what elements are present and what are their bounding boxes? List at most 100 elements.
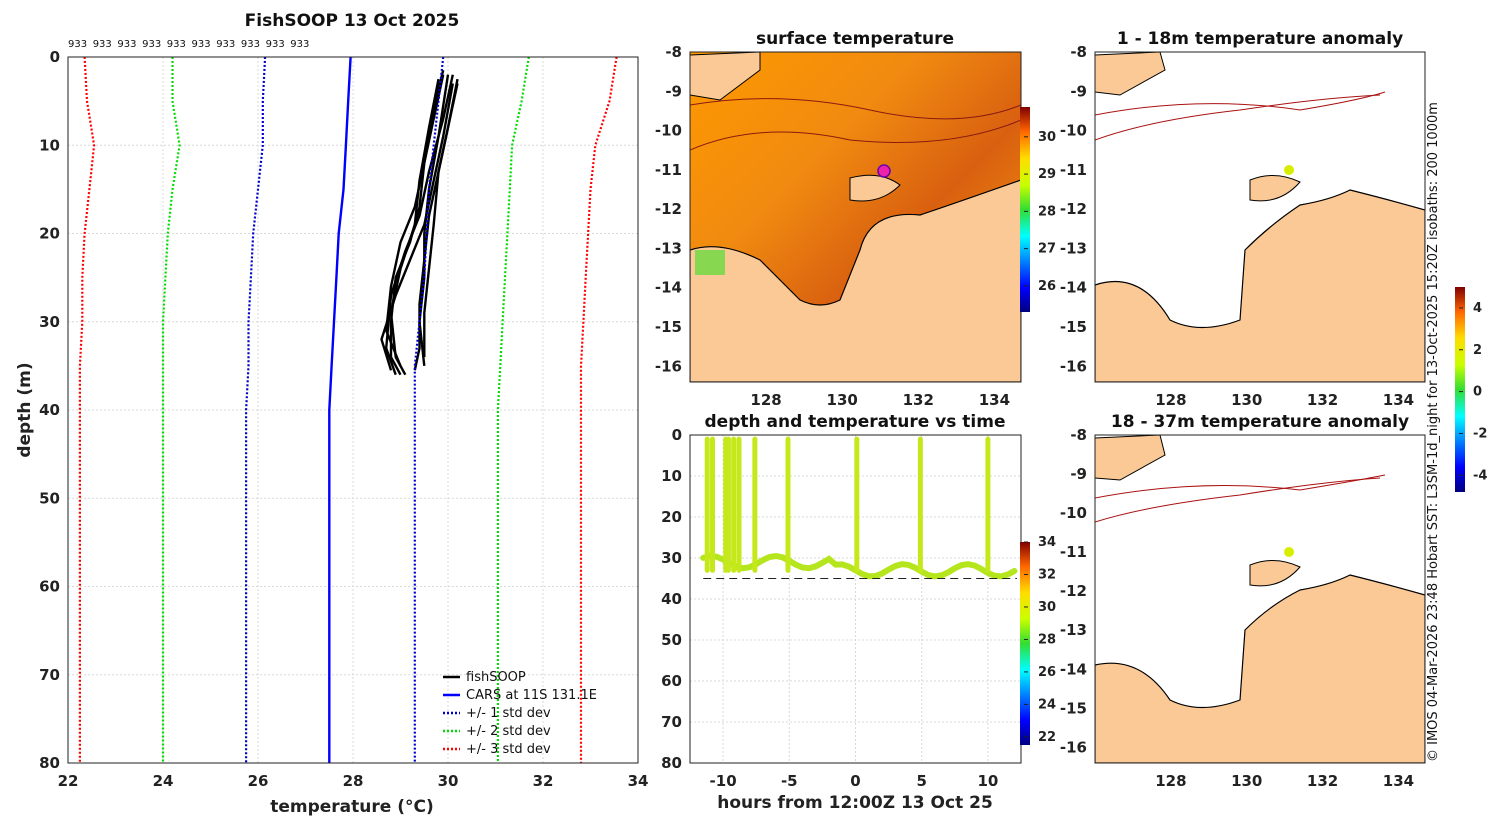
colorbar-label: 26 <box>1038 665 1056 680</box>
ship-position-marker <box>877 164 891 178</box>
sst-map-panel: surface temperature 128 130 132 134 -8 -9 -10… <box>655 29 1056 409</box>
profile-legend: fishSOOP CARS at 11S 131.1E +/- 1 std dev +… <box>443 670 597 757</box>
anomaly-points <box>1284 165 1294 175</box>
colorbar-label: 4 <box>1473 301 1482 316</box>
profile-ylabel: depth (m) <box>15 362 35 457</box>
cast-id-label: 933 <box>241 39 260 50</box>
xtick-label: 0 <box>850 772 860 790</box>
xtick-label: -5 <box>781 772 798 790</box>
ytick-label: -11 <box>1060 161 1087 179</box>
anomaly-upper-xticks: 128 130 132 134 <box>1155 391 1414 409</box>
series-line-2-upper <box>413 56 445 763</box>
time-colorbar-ticks: 22 24 26 28 30 32 34 <box>1024 535 1056 745</box>
series-line-2 <box>245 56 267 763</box>
colorbar-label: 2 <box>1473 343 1482 358</box>
xtick-label: 34 <box>628 772 649 790</box>
colorbar-label: 32 <box>1038 567 1056 582</box>
cast-id-label: 933 <box>266 39 285 50</box>
profile-xlabel: temperature (°C) <box>270 797 434 817</box>
xtick-label: 134 <box>1383 391 1414 409</box>
ytick-label: -9 <box>665 82 682 100</box>
time-title: depth and temperature vs time <box>705 412 1006 432</box>
series-line-1 <box>328 56 352 763</box>
profile-yticks: 0 10 20 30 40 50 60 70 80 <box>39 48 60 772</box>
anomaly-colorbar-ticks: 4 2 0 -2 -4 <box>1459 301 1487 483</box>
colorbar-label: 29 <box>1038 167 1056 182</box>
ytick-label: -12 <box>655 200 682 218</box>
land-island <box>849 174 901 202</box>
ytick-label: 30 <box>661 549 682 567</box>
ytick-label: -8 <box>1070 426 1087 444</box>
xtick-label: 22 <box>58 772 79 790</box>
fishsoop-profile <box>384 74 445 367</box>
time-colorbar <box>1020 542 1030 745</box>
sst-colorbar-ticks: 26 27 28 29 30 <box>1024 130 1056 294</box>
xtick-label: 132 <box>1307 772 1338 790</box>
time-data <box>700 436 1018 580</box>
xtick-label: 130 <box>1231 772 1262 790</box>
ytick-label: 80 <box>39 754 60 772</box>
ytick-label: -14 <box>1060 660 1087 678</box>
xtick-label: 134 <box>979 391 1010 409</box>
land-australia <box>690 179 1021 382</box>
land-australia <box>1095 189 1425 382</box>
legend-label: +/- 3 std dev <box>466 742 551 757</box>
anomaly-lower-frame <box>1094 434 1426 764</box>
xtick-label: 130 <box>827 391 858 409</box>
ytick-label: 40 <box>39 401 60 419</box>
profile-grid <box>68 57 638 763</box>
colorbar-label: 30 <box>1038 130 1056 145</box>
cool-patch <box>695 250 725 275</box>
ytick-label: -14 <box>655 279 682 297</box>
colorbar-label: 28 <box>1038 632 1056 647</box>
ytick-label: 60 <box>39 578 60 596</box>
legend-label: +/- 1 std dev <box>466 706 551 721</box>
ytick-label: -13 <box>1060 239 1087 257</box>
xtick-label: 128 <box>750 391 781 409</box>
legend-label: fishSOOP <box>466 670 526 685</box>
ytick-label: -15 <box>1060 699 1087 717</box>
ytick-label: -11 <box>1060 543 1087 561</box>
land-island <box>1249 175 1301 202</box>
anomaly-upper-title: 1 - 18m temperature anomaly <box>1117 29 1403 49</box>
cast-id-labels: 933 933 933 933 933 933 933 933 933 933 <box>68 39 309 50</box>
colorbar-label: 26 <box>1038 279 1056 294</box>
ytick-label: -8 <box>1070 43 1087 61</box>
xtick-label: 32 <box>533 772 554 790</box>
ytick-label: 0 <box>672 426 682 444</box>
isobath-200m <box>1095 477 1381 523</box>
anomaly-lower-title: 18 - 37m temperature anomaly <box>1111 412 1409 432</box>
ytick-label: -16 <box>1060 357 1087 375</box>
xtick-label: 130 <box>1231 391 1262 409</box>
fishsoop-profile <box>423 78 459 358</box>
xtick-label: 26 <box>248 772 269 790</box>
ytick-label: -9 <box>1070 465 1087 483</box>
xtick-label: 132 <box>903 391 934 409</box>
profile-title: FishSOOP 13 Oct 2025 <box>245 11 460 31</box>
ytick-label: 20 <box>39 225 60 243</box>
xtick-label: 30 <box>438 772 459 790</box>
cast-id-label: 933 <box>142 39 161 50</box>
series-line-4 <box>78 56 96 763</box>
isobath-200m <box>690 119 1021 151</box>
ytick-label: -16 <box>655 357 682 375</box>
ytick-label: -10 <box>655 122 682 140</box>
profile-lines <box>78 56 618 763</box>
xtick-label: 134 <box>1383 772 1414 790</box>
cast-id-label: 933 <box>93 39 112 50</box>
anomaly-upper-frame <box>1094 51 1426 383</box>
cast-id-label: 933 <box>68 39 87 50</box>
sst-yticks: -8 -9 -10 -11 -12 -13 -14 -15 -16 <box>655 43 682 375</box>
anomaly-lower-panel: 18 - 37m temperature anomaly -8-9-10-11-… <box>1060 412 1426 790</box>
cast-id-label: 933 <box>216 39 235 50</box>
cast-id-label: 933 <box>167 39 186 50</box>
colorbar-label: 22 <box>1038 730 1056 745</box>
ytick-label: 80 <box>661 754 682 772</box>
anomaly-lower-yticks: -8 -9 -10 -11 -12 -13 -14 -15 -16 <box>1060 426 1087 756</box>
time-panel: depth and temperature vs time -10 -5 0 5 10 … <box>661 412 1056 813</box>
legend-label: +/- 2 std dev <box>466 724 551 739</box>
anomaly-upper-yticks: -8 -9 -10 -11 -12 -13 -14 -15 -16 <box>1060 43 1087 375</box>
ytick-label: -9 <box>1070 82 1087 100</box>
ytick-label: -14 <box>1060 279 1087 297</box>
